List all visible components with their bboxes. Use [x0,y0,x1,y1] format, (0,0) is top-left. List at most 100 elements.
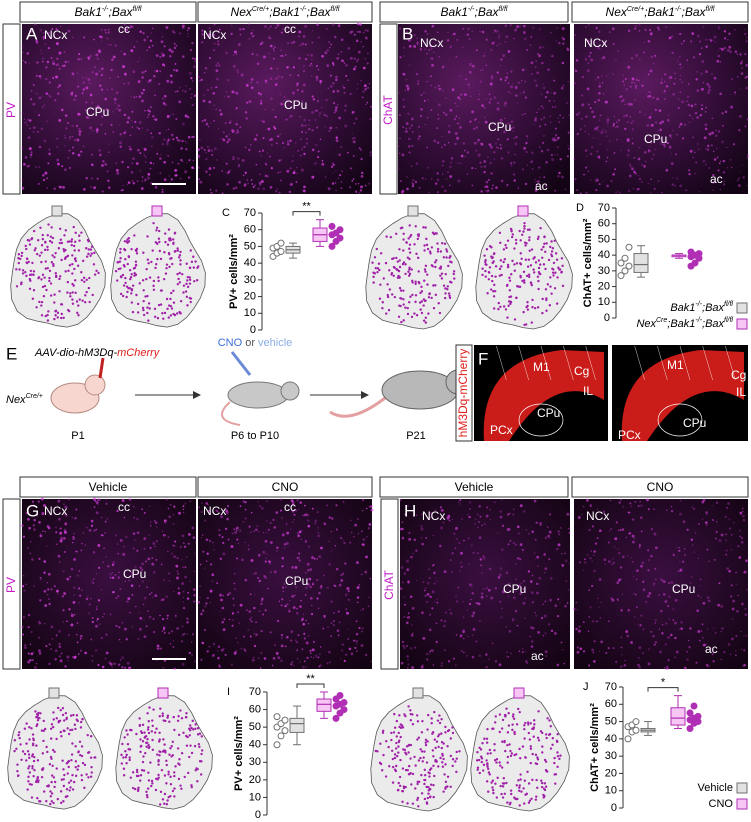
cell-signal [45,79,46,80]
cell-signal [671,510,674,513]
cell-signal [409,532,411,534]
cell-signal [430,596,432,598]
cell-signal [654,644,656,646]
cell-signal [188,136,191,139]
cell-signal [226,518,229,521]
cell-signal [260,93,262,95]
cell-signal [462,46,464,48]
cell-signal [491,77,493,79]
cell-signal [477,514,479,516]
cell-signal [204,606,206,608]
cell-signal [149,506,150,507]
cell-signal [282,533,285,536]
cell-dot [417,257,419,259]
cell-signal [42,61,44,63]
cell-signal [602,56,605,59]
cell-signal [465,78,467,80]
cell-signal [596,621,598,623]
cell-dot [28,753,30,755]
cell-signal [202,120,204,122]
cell-signal [431,64,434,67]
cell-dot [448,292,450,294]
cell-dot [170,305,172,307]
cell-signal [722,125,724,127]
cell-signal [24,122,26,124]
cell-signal [238,72,239,73]
cell-dot [162,750,164,752]
cell-signal [702,637,704,639]
cell-signal [97,544,100,547]
cell-signal [58,630,60,632]
cell-signal [500,144,502,146]
cell-dot [512,713,514,715]
cell-dot [379,298,381,300]
cell-dot [405,241,407,243]
cell-dot [527,308,529,310]
cell-signal [467,610,468,611]
cell-dot [52,711,54,713]
cell-signal [155,186,157,188]
cell-signal [38,649,41,652]
cell-signal [124,667,126,669]
cell-signal [535,66,537,68]
cell-dot [495,265,497,267]
cell-dot [551,250,553,252]
cell-signal [78,653,80,655]
cell-signal [353,536,354,537]
cell-signal [153,163,154,164]
cell-dot [146,712,148,714]
cell-signal [519,558,521,560]
cell-dot [376,248,378,250]
cell-signal [134,121,136,123]
cell-signal [590,179,591,180]
cell-signal [79,595,81,597]
cell-signal [545,96,547,98]
cell-dot [428,296,430,298]
cell-signal [277,68,278,69]
cell-signal [151,136,154,139]
cell-signal [109,661,112,664]
cell-signal [78,53,80,55]
cell-signal [568,589,570,591]
cell-signal [720,189,721,190]
cell-signal [226,163,228,165]
cell-dot [494,782,496,784]
cell-signal [106,652,109,655]
cell-signal [714,41,716,43]
cell-signal [311,59,312,60]
cell-signal [648,508,650,510]
cell-signal [676,547,677,548]
cell-dot [49,803,51,805]
cell-signal [565,559,568,562]
cell-signal [216,159,217,160]
cell-signal [284,543,287,546]
cell-signal [603,93,605,95]
cell-signal [307,519,310,522]
cell-signal [494,158,496,160]
cell-signal [459,117,460,118]
cell-signal [182,123,185,126]
cell-signal [323,615,325,617]
cell-signal [500,616,502,618]
cell-signal [39,652,42,655]
cell-signal [497,532,498,533]
cell-dot [398,316,400,318]
cell-dot [184,776,186,778]
cell-signal [430,57,433,60]
cell-signal [74,614,75,615]
cell-signal [122,65,125,68]
cell-signal [316,76,319,79]
cell-signal [544,124,546,126]
cell-dot [445,248,447,250]
cell-signal [232,598,234,600]
cell-signal [76,634,78,636]
cell-signal [293,66,295,68]
cell-signal [620,499,622,501]
cell-dot [41,769,43,771]
cell-signal [557,615,559,617]
cell-signal [414,34,416,36]
cell-signal [348,629,349,630]
cell-signal [590,153,593,156]
cell-dot [117,261,119,263]
cell-signal [631,167,634,170]
